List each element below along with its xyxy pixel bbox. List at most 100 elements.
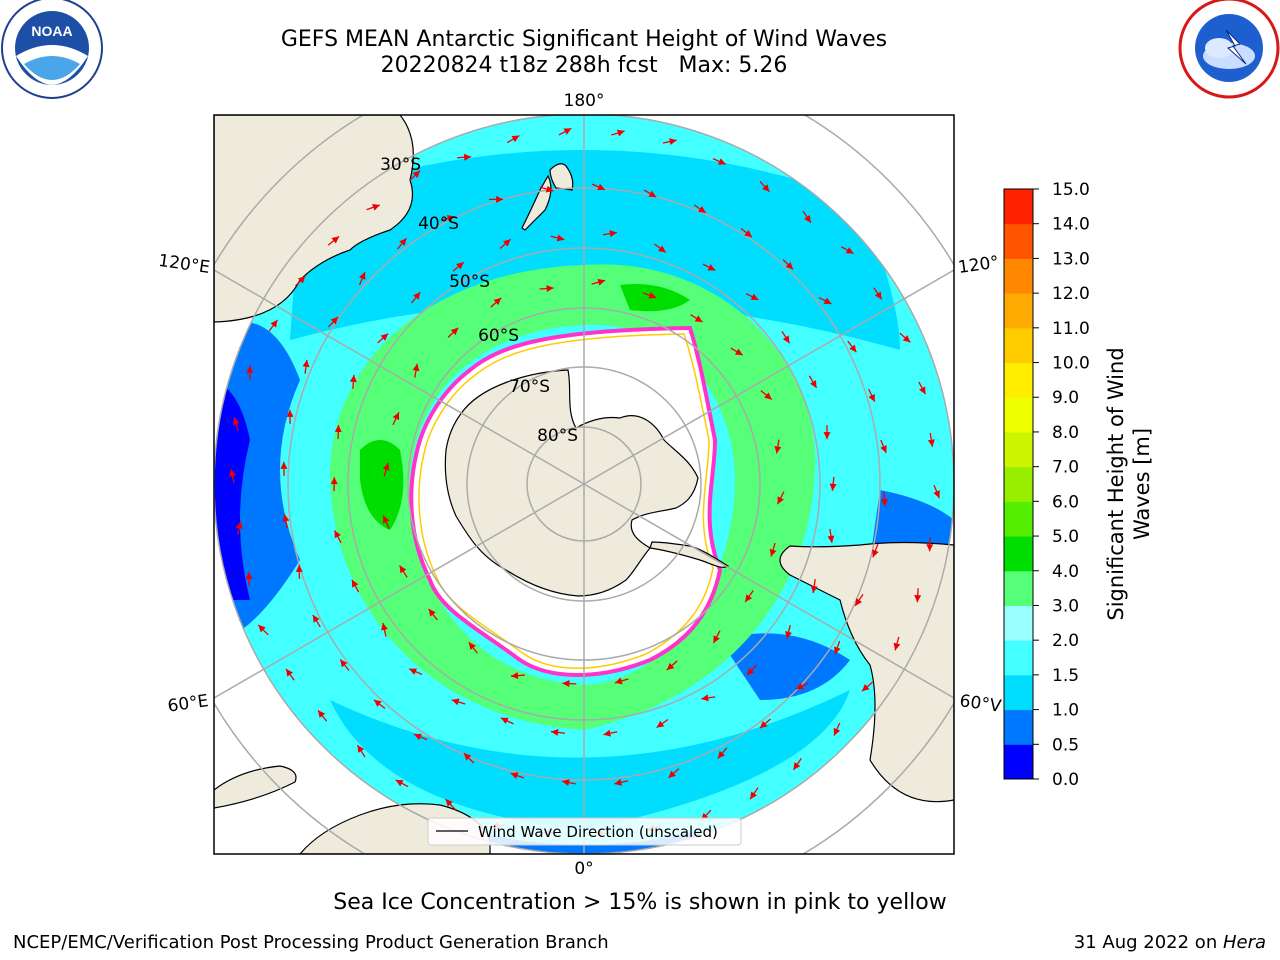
antarctic-peninsula [649, 541, 730, 568]
wind-wave-arrow-head [302, 359, 310, 368]
wind-wave-arrow-head [282, 514, 290, 522]
wind-wave-arrow-head [312, 614, 320, 623]
map-legend-label: Wind Wave Direction (unscaled) [478, 823, 718, 841]
wind-wave-arrow-head [232, 417, 240, 425]
wind-wave-arrow-head [428, 608, 436, 617]
wind-wave-arrow-head [399, 565, 407, 574]
colorbar-label-line1: Significant Height of Wind [1104, 347, 1128, 620]
wind-wave-arrow-head [764, 392, 772, 400]
wind-wave-arrow-head [556, 234, 565, 242]
wind-wave-arrow-head [372, 204, 380, 211]
wind-wave-arrow-head [545, 185, 554, 193]
colorbar-tick-label: 8.0 [1052, 423, 1079, 443]
mid-wave-region-south [330, 690, 850, 830]
colorbar-tick-label: 11.0 [1052, 319, 1090, 339]
lat-label-30s: 30°S [380, 155, 421, 175]
wind-wave-arrow-head [823, 432, 831, 440]
wind-wave-arrow-head [399, 238, 407, 246]
ice-edge-inner [418, 333, 714, 669]
colorbar-tick-label: 1.5 [1052, 666, 1079, 686]
wind-wave-arrow-head [868, 393, 875, 402]
wind-wave-arrow-head [562, 680, 570, 688]
wind-wave-arrow-head [669, 138, 677, 146]
wind-wave-arrow-head [750, 293, 759, 300]
min-wave-region-west [214, 380, 250, 600]
wind-wave-arrow-head [666, 662, 675, 671]
wind-wave-arrow-head [707, 264, 716, 271]
colorbar-tick-label: 0.0 [1052, 770, 1079, 790]
sea-ice-caption: Sea Ice Concentration > 15% is shown in … [333, 890, 947, 915]
wind-wave-arrow-head [463, 153, 472, 161]
colorbar-segment [1004, 431, 1033, 468]
wind-wave-arrow-head [286, 409, 294, 417]
map-area [214, 115, 954, 854]
wind-wave-arrow-head [744, 230, 752, 238]
wind-wave-arrow-head [648, 292, 657, 299]
wind-wave-arrow-head [445, 799, 453, 807]
colorbar-segment [1004, 258, 1033, 294]
wind-wave-arrow-head [562, 779, 570, 787]
colorbar-tick-label: 12.0 [1052, 284, 1090, 304]
colorbar-segment [1004, 362, 1033, 398]
colorbar-segment [1004, 293, 1033, 329]
map-legend: Wind Wave Direction (unscaled) [427, 817, 742, 846]
wind-wave-arrow-head [412, 363, 420, 372]
wind-wave-arrow-head [603, 729, 612, 737]
wind-wave-arrow-head [777, 496, 784, 505]
wind-wave-arrow-head [412, 170, 421, 179]
lon-label-bottom: 0° [574, 859, 593, 879]
wind-wave-arrow-head [880, 445, 887, 453]
footer-producer: NCEP/EMC/Verification Post Processing Pr… [13, 932, 609, 953]
wind-wave-arrow-head [861, 683, 870, 692]
wind-wave-arrow-head [893, 642, 901, 651]
wind-wave-arrow-head [926, 544, 934, 552]
wind-wave-arrow-head [785, 261, 794, 270]
wind-wave-arrow-head [933, 490, 940, 499]
wind-wave-arrow-head [827, 535, 835, 543]
footer-date: 31 Aug 2022 on Hera [1074, 932, 1266, 953]
wind-wave-arrow-head [919, 386, 926, 395]
colorbar-segment [1004, 674, 1033, 711]
colorbar-tick-label: 9.0 [1052, 388, 1079, 408]
colorbar-segment [1004, 223, 1033, 259]
colorbar: 0.0 0.5 1.0 1.5 2.0 3.0 4.0 5.0 6.0 7.0 8.0 9.0 10.0… [1003, 180, 1154, 790]
wind-wave-arrow-head [833, 646, 841, 655]
new-zealand-south-island [521, 174, 552, 231]
footer-date-text: 31 Aug 2022 on [1073, 932, 1223, 953]
peak-wave-patch [360, 440, 404, 530]
wind-wave-arrow-head [551, 728, 559, 736]
colorbar-segment [1004, 466, 1033, 502]
wind-wave-arrow-head [496, 195, 504, 203]
wind-wave-arrow-head [493, 297, 502, 306]
wind-wave-arrow-head [381, 622, 388, 631]
wind-wave-arrow-head [855, 598, 863, 606]
wind-wave-arrow-head [413, 292, 421, 300]
colorbar-tick-label: 10.0 [1052, 354, 1090, 374]
wind-wave-arrow-head [717, 750, 725, 759]
new-zealand-north-island [549, 163, 574, 191]
colorbar-label-line2: Waves [m] [1130, 428, 1154, 540]
wind-wave-arrow-head [849, 344, 857, 353]
wind-wave-arrow-head [349, 374, 357, 383]
colorbar-segment [1004, 501, 1033, 537]
wind-wave-arrow-head [829, 483, 837, 491]
wind-wave-arrow-head [658, 245, 666, 253]
wind-wave-arrow-head [395, 779, 404, 787]
wind-wave-arrow-head [334, 530, 341, 539]
nws-logo [1178, 0, 1280, 99]
wind-wave-arrow-head [762, 184, 770, 192]
lon-label-upper-right: 120° [957, 252, 1000, 278]
wind-wave-arrow-head [809, 380, 817, 388]
wind-wave-arrow-head [648, 190, 657, 198]
noaa-logo-text: NOAA [31, 23, 72, 39]
wind-wave-arrow-head [409, 668, 418, 675]
wind-wave-arrow-head [510, 672, 519, 680]
wind-wave-arrow-head [563, 128, 572, 135]
lat-label-50s: 50°S [449, 272, 490, 292]
wind-wave-arrow-head [340, 659, 348, 668]
colorbar-segment [1004, 189, 1033, 225]
wind-wave-arrow-head [382, 515, 390, 524]
lat-label-40s: 40°S [418, 214, 459, 234]
wind-wave-arrow-head [330, 477, 338, 485]
wind-wave-arrow-head [668, 770, 676, 778]
